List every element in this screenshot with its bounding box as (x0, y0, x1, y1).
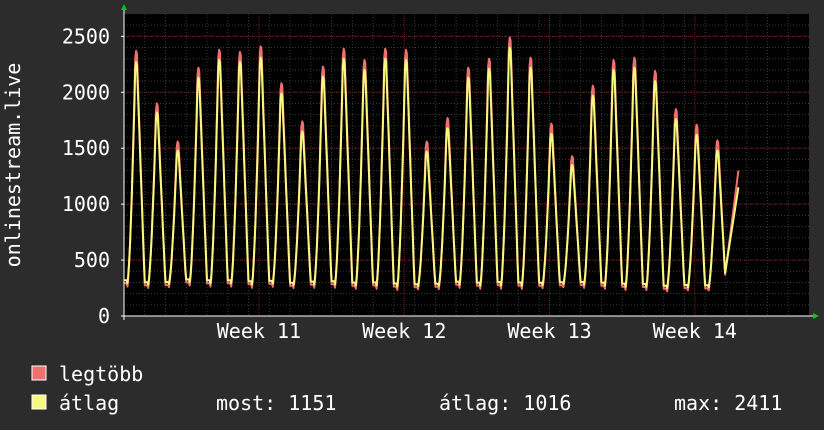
legend-swatch-atlag (31, 394, 47, 410)
y-axis-arrow-icon (121, 4, 127, 10)
series-layer (123, 36, 740, 293)
x-tick-labels: Week 11 Week 12 Week 13 Week 14 (217, 319, 737, 343)
x-tick-label: Week 12 (362, 319, 446, 343)
series-line-atlag (123, 46, 740, 290)
stat-max: max: 2411 (674, 391, 782, 415)
y-axis-label: onlinestream.live (1, 63, 25, 268)
y-tick-label: 2500 (62, 24, 110, 48)
y-tick-label: 0 (98, 304, 110, 328)
x-axis-arrow-icon (813, 313, 819, 319)
stat-atlag: átlag: 1016 (439, 391, 571, 415)
legend-label-atlag: átlag (59, 391, 119, 415)
legend-label-legtobb: legtöbb (59, 362, 143, 386)
x-tick-label: Week 14 (653, 319, 737, 343)
y-tick-label: 1000 (62, 192, 110, 216)
grid (124, 14, 809, 316)
y-tick-labels: 0 500 1000 1500 2000 2500 (62, 24, 124, 328)
axes (121, 4, 819, 320)
x-tick-label: Week 13 (507, 319, 591, 343)
legend: legtöbb átlag most: 1151 átlag: 1016 max… (31, 362, 782, 415)
stat-most: most: 1151 (216, 391, 336, 415)
y-tick-label: 500 (74, 248, 110, 272)
legend-swatch-legtobb (31, 365, 47, 381)
y-tick-label: 1500 (62, 136, 110, 160)
y-tick-label: 2000 (62, 80, 110, 104)
x-tick-label: Week 11 (217, 319, 301, 343)
